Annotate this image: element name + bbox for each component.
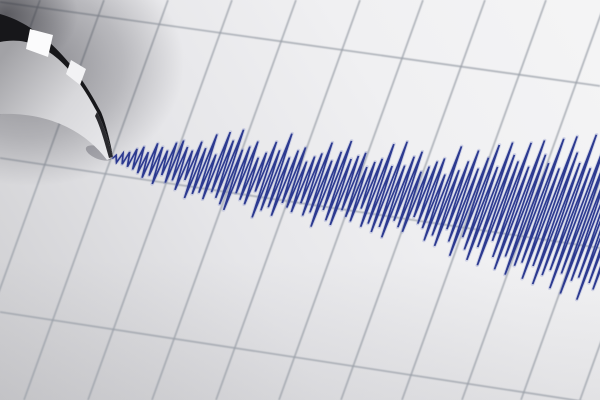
seismic-trace <box>111 127 600 302</box>
grid-line-horizontal <box>0 311 580 400</box>
pen-arm <box>0 14 113 160</box>
pen-arm-highlight <box>66 60 86 85</box>
pen-arm-highlight <box>26 29 53 57</box>
pen-arm-chrome-band <box>0 14 113 157</box>
grid-line-vertical <box>87 0 233 400</box>
grid-line-vertical <box>151 0 297 400</box>
paper-bottom-shading <box>0 260 600 400</box>
grid-line-vertical <box>215 0 361 400</box>
seismic-trace-line <box>112 129 600 300</box>
pen-nib <box>95 112 113 158</box>
pen-arm-face <box>0 20 113 160</box>
